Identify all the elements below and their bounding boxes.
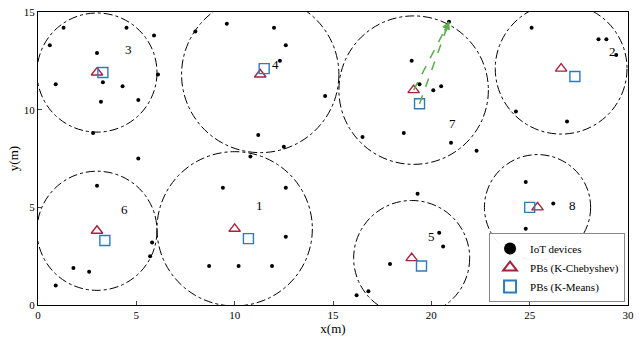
svg-text:30: 30	[623, 309, 635, 321]
svg-text:15: 15	[24, 6, 36, 18]
svg-text:4: 4	[272, 57, 279, 72]
svg-text:1: 1	[256, 198, 263, 213]
svg-text:15: 15	[328, 309, 340, 321]
svg-text:IoT devices: IoT devices	[530, 243, 581, 255]
svg-text:5: 5	[29, 201, 35, 213]
svg-text:PBs (K-Chebyshev): PBs (K-Chebyshev)	[530, 262, 619, 275]
svg-text:0: 0	[35, 309, 41, 321]
svg-text:0: 0	[29, 299, 35, 311]
svg-text:3: 3	[125, 42, 132, 57]
svg-text:10: 10	[24, 104, 36, 116]
svg-text:5: 5	[134, 309, 140, 321]
svg-text:y(m): y(m)	[6, 146, 21, 171]
svg-text:2: 2	[609, 44, 616, 59]
svg-text:5: 5	[428, 229, 435, 244]
svg-text:x(m): x(m)	[320, 321, 345, 336]
svg-text:6: 6	[121, 202, 128, 217]
svg-text:PBs (K-Means): PBs (K-Means)	[530, 281, 599, 294]
svg-text:7: 7	[449, 116, 456, 131]
svg-text:25: 25	[524, 309, 536, 321]
svg-text:20: 20	[426, 309, 438, 321]
svg-text:10: 10	[229, 309, 241, 321]
svg-text:8: 8	[569, 198, 576, 213]
